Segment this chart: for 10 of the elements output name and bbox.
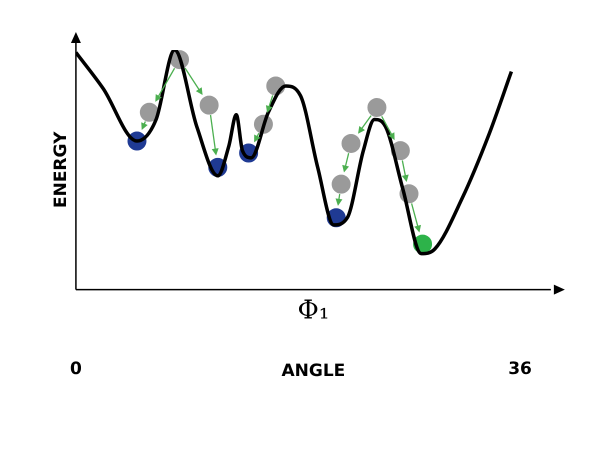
- point: [332, 174, 351, 194]
- x-tick-label: 36: [508, 359, 532, 380]
- text: ANGLE: [281, 361, 346, 382]
- point: [140, 102, 159, 122]
- point: [342, 134, 361, 153]
- x-tick-label: 0: [70, 359, 82, 380]
- x-axis-title: Φ₁: [298, 295, 330, 326]
- point: [200, 96, 219, 115]
- y-axis-title: ENERGY: [51, 130, 72, 208]
- point: [367, 98, 386, 118]
